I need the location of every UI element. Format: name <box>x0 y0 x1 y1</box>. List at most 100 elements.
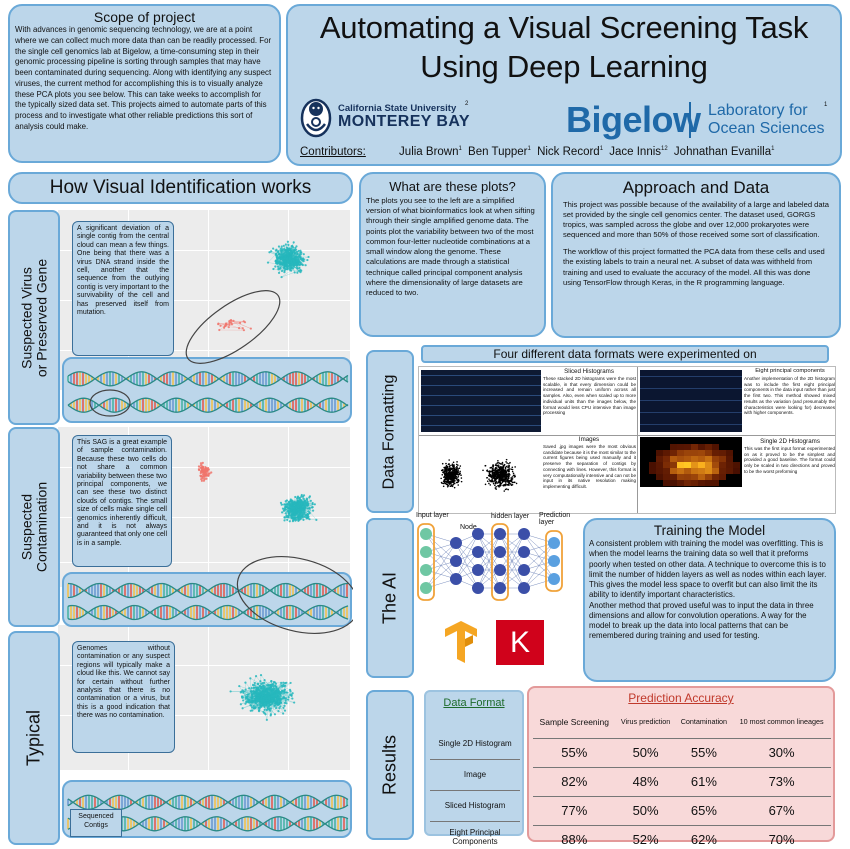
contributors-label: Contributors: <box>300 146 366 158</box>
results-accuracy-table: Sample Screening Virus prediction Contamin… <box>533 706 831 849</box>
image-point <box>497 469 500 471</box>
image-point <box>446 479 449 482</box>
label-line1: Suspected Virus <box>18 266 35 369</box>
image-point <box>440 481 443 484</box>
label-line2: or Preserved Gene <box>33 258 49 377</box>
sliced-histogram-image <box>421 370 541 432</box>
accuracy-cell: 73% <box>732 766 831 796</box>
image-point <box>455 463 458 466</box>
image-point <box>490 470 492 473</box>
image-point <box>482 469 484 472</box>
heatmap-cell <box>691 456 698 462</box>
accuracy-column-header: 10 most common lineages <box>739 717 824 727</box>
accuracy-row: 77% 50% 65% 67% <box>533 795 831 825</box>
image-point <box>457 471 460 473</box>
image-point <box>449 475 452 478</box>
format-title-eight-pc: Eight principal components <box>755 368 825 374</box>
label-line2: Contamination <box>33 481 49 573</box>
format-cell: Eight Principal Components <box>430 820 520 849</box>
heatmap-cell <box>712 480 719 486</box>
image-point <box>499 477 501 480</box>
image-point <box>442 482 445 485</box>
accuracy-cell: 70% <box>732 824 831 849</box>
image-point <box>498 462 501 464</box>
approach-panel: Approach and Data This project was possi… <box>551 172 841 338</box>
accuracy-title: Prediction Accuracy <box>628 691 734 705</box>
label-line1: Suspected <box>18 493 35 561</box>
image-point <box>508 462 510 465</box>
sequenced-contigs-label: Sequenced Contigs <box>70 809 122 837</box>
image-point <box>446 465 449 468</box>
heatmap-cell <box>698 444 705 450</box>
heatmap-cell <box>670 444 677 450</box>
image-point <box>454 472 456 475</box>
bigelow-divider <box>689 102 691 138</box>
image-point <box>507 488 509 491</box>
dna-helix-icon <box>67 582 349 621</box>
label-typical: Typical <box>8 631 60 845</box>
image-point <box>450 467 453 470</box>
how-body: Suspected Virus or Preserved Gene Suspect… <box>8 207 353 847</box>
accuracy-cell: 55% <box>533 737 616 767</box>
image-point <box>455 472 458 474</box>
accuracy-row: 55% 50% 55% 30% <box>533 737 831 767</box>
results-text: Results <box>379 734 400 796</box>
nn-connection <box>523 542 555 571</box>
image-point <box>446 467 449 469</box>
image-point <box>498 479 500 481</box>
nn-connection <box>425 542 457 571</box>
heatmap-cell <box>663 450 670 456</box>
data-formatting-text: Data Formatting <box>380 374 398 489</box>
image-point <box>498 473 500 476</box>
image-point <box>453 469 455 471</box>
pca-cloud-contamination-secondary <box>197 461 213 482</box>
image-point <box>444 480 446 483</box>
nn-node <box>494 582 506 594</box>
image-point <box>503 474 505 476</box>
heatmap-cell <box>691 450 698 456</box>
heatmap-cell <box>677 474 684 480</box>
image-point <box>507 468 509 471</box>
image-point <box>460 474 462 477</box>
accuracy-column-header: Virus prediction <box>620 717 671 727</box>
nn-node <box>494 546 506 558</box>
image-point <box>499 468 501 471</box>
how-title: How Visual Identification works <box>49 177 312 198</box>
the-ai-label: The AI <box>366 518 414 678</box>
heatmap-cell <box>656 474 663 480</box>
nn-connection <box>523 560 555 589</box>
image-point <box>452 461 455 464</box>
image-point <box>502 470 505 472</box>
image-point <box>446 477 448 480</box>
heatmap-cell <box>719 474 726 480</box>
image-point <box>497 485 499 487</box>
image-point <box>499 475 501 477</box>
heatmap-cell <box>656 456 663 462</box>
heatmap-cell <box>663 456 670 462</box>
approach-p1: This project was possible because of the… <box>563 200 829 240</box>
format-body-sliced: These stacked 2D histograms were the mos… <box>543 376 636 416</box>
heatmap-cell <box>684 480 691 486</box>
heatmap-cell <box>656 462 663 468</box>
image-point <box>488 482 490 485</box>
image-point <box>495 485 497 488</box>
image-point <box>456 467 458 469</box>
image-point <box>504 466 507 469</box>
image-point <box>446 485 449 488</box>
image-point <box>507 466 509 469</box>
formats-banner: Four different data formats were experim… <box>421 345 829 363</box>
image-point <box>460 480 463 483</box>
image-point <box>494 481 497 484</box>
image-point <box>498 480 500 483</box>
image-point <box>448 459 450 461</box>
heatmap-cell <box>691 462 698 468</box>
image-point <box>498 484 500 487</box>
heatmap-cell <box>656 450 663 456</box>
accuracy-cell: 67% <box>732 795 831 825</box>
formats-grid: Sliced Histograms These stacked 2D histo… <box>418 366 836 514</box>
image-point <box>446 484 449 486</box>
heatmap-cell <box>649 462 656 468</box>
dna-backbone <box>67 371 349 387</box>
image-point <box>443 476 445 478</box>
image-point <box>512 472 515 475</box>
